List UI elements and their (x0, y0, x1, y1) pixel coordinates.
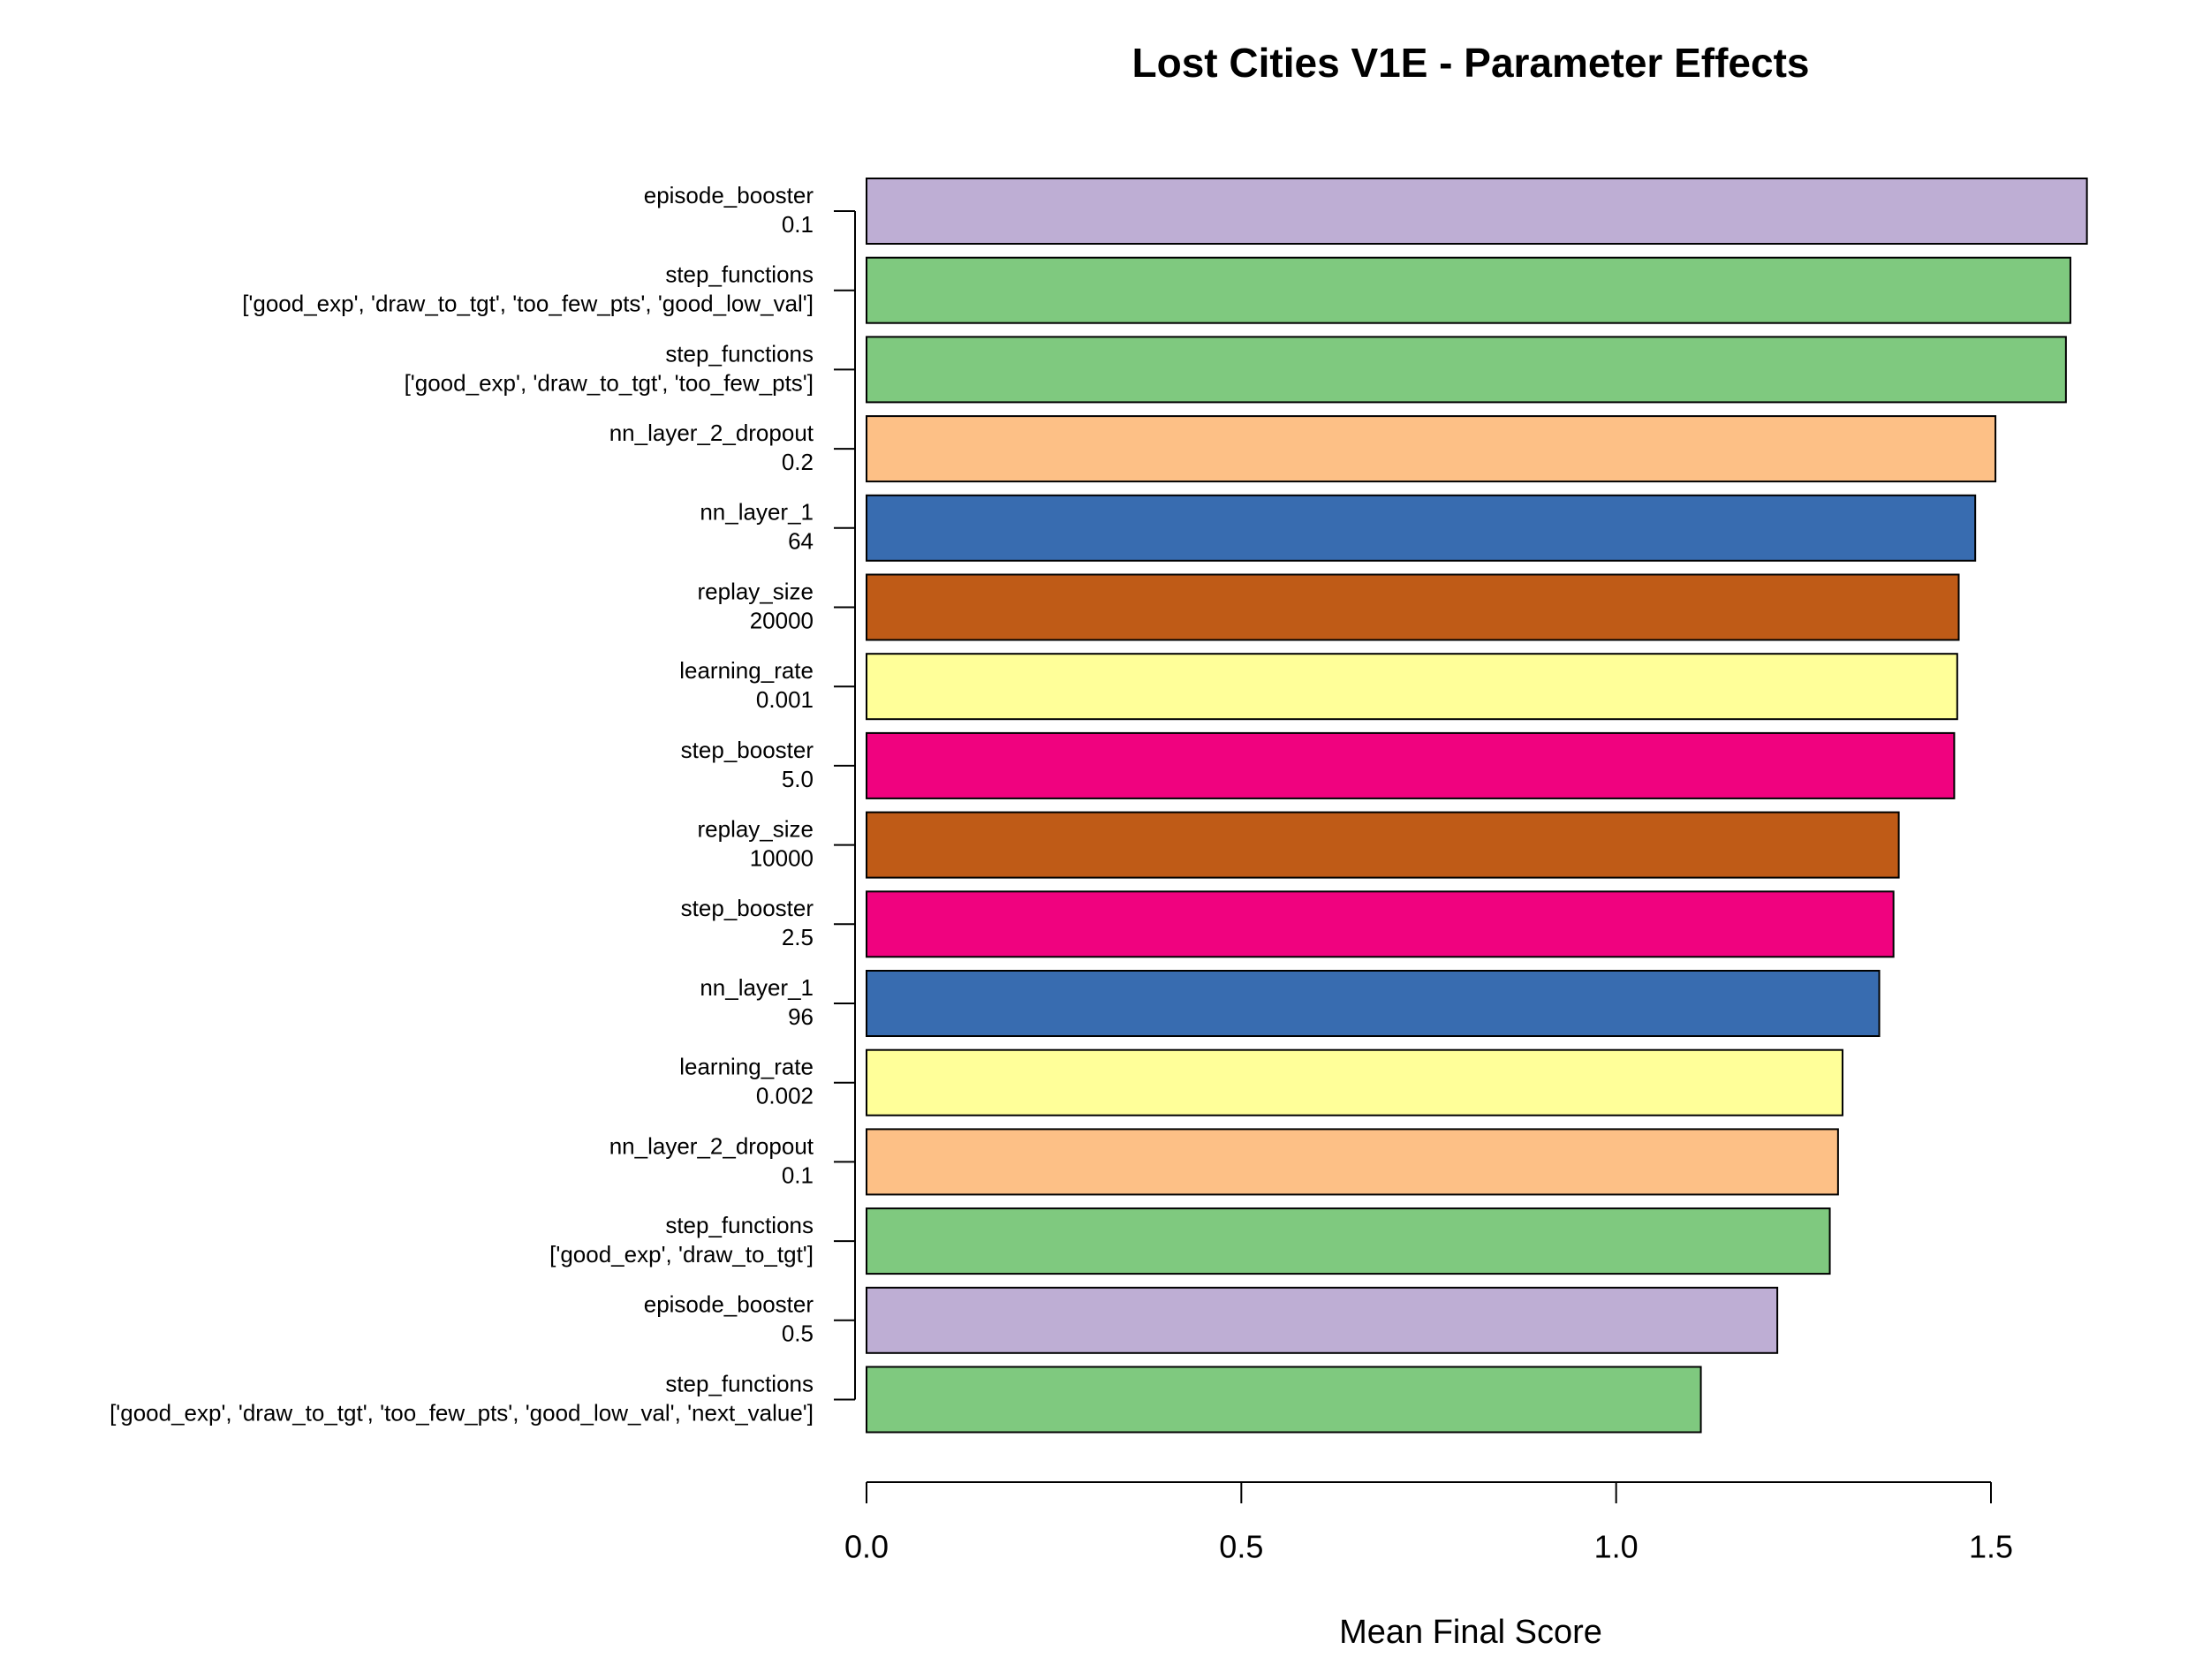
y-tick-label: nn_layer_2_dropout (609, 420, 814, 446)
y-tick-label: ['good_exp', 'draw_to_tgt', 'too_few_pts… (242, 291, 814, 317)
bar (866, 731, 1956, 799)
bar (866, 890, 1895, 958)
bar (866, 1048, 1843, 1116)
bar (866, 1366, 1702, 1434)
x-axis-label: Mean Final Score (1339, 1614, 1602, 1651)
y-tick-label: step_booster (681, 737, 814, 763)
y-tick-label: replay_size (697, 578, 814, 604)
y-tick-label: 0.5 (782, 1321, 814, 1347)
y-tick-label: step_functions (665, 340, 814, 367)
y-tick-label: step_booster (681, 895, 814, 921)
y-tick-label: 2.5 (782, 924, 814, 950)
y-tick-label: ['good_exp', 'draw_to_tgt', 'too_few_pts… (405, 369, 814, 396)
y-tick-label: learning_rate (679, 657, 814, 684)
y-tick-label: 20000 (750, 607, 814, 633)
bar (866, 1128, 1839, 1196)
bar (866, 178, 2088, 245)
y-tick-label: replay_size (697, 815, 814, 842)
y-tick-label: 0.1 (782, 1162, 814, 1188)
y-tick-label: 96 (788, 1003, 814, 1030)
y-tick-label: step_functions (665, 261, 814, 288)
x-tick-label: 0.0 (844, 1529, 889, 1565)
y-tick-label: nn_layer_2_dropout (609, 1132, 814, 1159)
bar (866, 494, 1977, 562)
x-tick-label: 1.5 (1969, 1529, 2013, 1565)
bar (866, 256, 2071, 324)
bar (866, 1207, 1831, 1275)
y-tick-label: 0.002 (756, 1083, 814, 1109)
y-tick-label: episode_booster (644, 182, 814, 208)
y-tick-label: nn_layer_1 (700, 499, 814, 526)
y-tick-label: step_functions (665, 1370, 814, 1396)
y-tick-label: 0.001 (756, 686, 814, 713)
y-tick-label: 10000 (750, 844, 814, 871)
x-tick-label: 0.5 (1219, 1529, 1263, 1565)
y-tick-label: 5.0 (782, 766, 814, 792)
y-tick-label: episode_booster (644, 1291, 814, 1318)
bar (866, 415, 1997, 483)
y-tick-label: 0.2 (782, 449, 814, 475)
y-tick-label: 64 (788, 528, 814, 555)
y-tick-label: step_functions (665, 1212, 814, 1238)
bar (866, 970, 1881, 1037)
bar (866, 811, 1900, 879)
bar (866, 653, 1958, 721)
y-tick-label: 0.1 (782, 211, 814, 238)
y-tick-label: ['good_exp', 'draw_to_tgt', 'too_few_pts… (110, 1399, 814, 1426)
bar (866, 1286, 1779, 1354)
bar (866, 573, 1960, 641)
y-tick-label: ['good_exp', 'draw_to_tgt'] (549, 1241, 814, 1268)
x-tick-label: 1.0 (1594, 1529, 1639, 1565)
bar (866, 336, 2067, 404)
chart-title: Lost Cities V1E - Parameter Effects (1132, 40, 1810, 86)
y-tick-label: nn_layer_1 (700, 974, 814, 1001)
y-tick-label: learning_rate (679, 1054, 814, 1080)
